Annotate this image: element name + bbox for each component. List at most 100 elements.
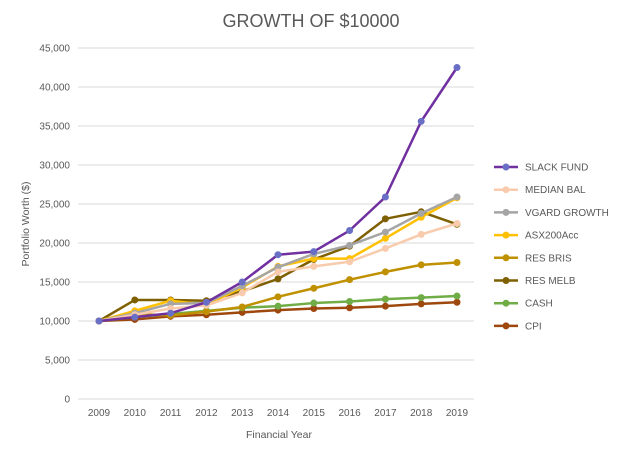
data-point — [381, 244, 389, 252]
legend-item: ASX200Acc — [494, 231, 578, 242]
data-point — [453, 298, 461, 306]
data-point — [202, 298, 210, 306]
legend-item: CASH — [494, 299, 553, 310]
x-tick-label: 2016 — [338, 408, 361, 419]
data-point — [381, 268, 389, 276]
data-point — [417, 209, 425, 217]
legend-label: CPI — [525, 321, 542, 332]
data-point — [381, 302, 389, 310]
data-point — [238, 289, 246, 297]
legend-item: MEDIAN BAL — [494, 185, 586, 196]
series-lines — [95, 64, 461, 325]
y-tick-label: 35,000 — [39, 122, 70, 133]
legend-label: MEDIAN BAL — [525, 185, 586, 196]
legend-item: SLACK FUND — [494, 163, 588, 174]
data-point — [381, 193, 389, 201]
y-tick-label: 15,000 — [39, 278, 70, 289]
legend-label: VGARD GROWTH — [525, 208, 609, 219]
legend-swatch-marker — [502, 231, 510, 239]
x-tick-label: 2010 — [124, 408, 147, 419]
legend: SLACK FUND MEDIAN BAL VGARD GROWTH ASX200Ac… — [494, 163, 609, 332]
x-tick-label: 2011 — [160, 408, 182, 419]
y-tick-label: 30,000 — [39, 161, 70, 172]
x-tick-label: 2018 — [410, 408, 433, 419]
y-tick-label: 0 — [64, 395, 70, 406]
data-point — [274, 251, 282, 259]
data-point — [274, 268, 282, 276]
legend-label: RES MELB — [525, 276, 576, 287]
data-point — [274, 302, 282, 310]
data-point — [238, 303, 246, 311]
data-point — [274, 275, 282, 283]
data-point — [417, 261, 425, 269]
y-axis-ticks: 0 5,000 10,000 15,000 20,000 25,000 30,000 35,0… — [39, 44, 70, 406]
x-tick-label: 2014 — [267, 408, 290, 419]
data-point — [95, 317, 103, 325]
data-point — [453, 259, 461, 266]
legend-swatch-marker — [502, 163, 510, 171]
y-tick-label: 40,000 — [39, 83, 70, 94]
y-tick-label: 20,000 — [39, 239, 70, 250]
data-point — [131, 313, 139, 321]
data-point — [346, 258, 354, 266]
data-point — [346, 304, 354, 312]
data-point — [417, 294, 425, 302]
y-axis-label: Portfolio Worth ($) — [20, 182, 32, 267]
data-point — [381, 215, 389, 223]
legend-swatch-marker — [502, 208, 510, 216]
legend-item: RES BRIS — [494, 253, 572, 264]
data-point — [346, 298, 354, 305]
data-point — [453, 292, 461, 300]
legend-item: VGARD GROWTH — [494, 208, 609, 219]
data-point — [381, 228, 389, 236]
data-point — [310, 262, 318, 270]
chart-title: GROWTH OF $10000 — [222, 11, 399, 31]
data-point — [131, 296, 139, 304]
legend-swatch-marker — [502, 186, 510, 194]
data-point — [310, 299, 318, 307]
x-tick-label: 2013 — [231, 408, 254, 419]
x-tick-label: 2015 — [303, 408, 326, 419]
x-tick-label: 2017 — [374, 408, 397, 419]
data-point — [453, 64, 461, 71]
data-point — [238, 278, 246, 286]
data-point — [381, 234, 389, 242]
series-slack-fund — [95, 64, 461, 325]
data-point — [202, 308, 210, 316]
legend-item: CPI — [494, 321, 542, 332]
legend-swatch-marker — [502, 277, 510, 284]
y-tick-label: 45,000 — [39, 44, 70, 55]
x-axis-ticks: 2009 2010 2011 2012 2013 2014 2015 2016 2017 2018… — [88, 408, 469, 419]
legend-swatch-marker — [502, 322, 510, 330]
legend-item: RES MELB — [494, 276, 576, 287]
x-tick-label: 2009 — [88, 408, 111, 419]
data-point — [310, 284, 318, 292]
data-point — [346, 241, 354, 249]
legend-swatch-marker — [502, 299, 510, 307]
x-axis-label: Financial Year — [246, 429, 312, 441]
data-point — [310, 248, 318, 256]
data-point — [167, 309, 175, 317]
y-tick-label: 5,000 — [45, 356, 70, 367]
data-point — [346, 276, 354, 284]
legend-label: ASX200Acc — [525, 231, 578, 242]
x-tick-label: 2012 — [195, 408, 218, 419]
y-tick-label: 25,000 — [39, 200, 70, 211]
data-point — [453, 220, 461, 227]
data-point — [453, 193, 461, 201]
data-point — [417, 117, 425, 125]
legend-label: SLACK FUND — [525, 163, 588, 174]
gridlines — [78, 47, 474, 400]
data-point — [417, 300, 425, 308]
data-point — [274, 293, 282, 301]
x-tick-label: 2019 — [446, 408, 469, 419]
data-point — [381, 295, 389, 303]
data-point — [417, 230, 425, 238]
legend-label: CASH — [525, 299, 553, 310]
legend-label: RES BRIS — [525, 253, 572, 264]
legend-swatch-marker — [502, 254, 510, 262]
y-tick-label: 10,000 — [39, 317, 70, 328]
